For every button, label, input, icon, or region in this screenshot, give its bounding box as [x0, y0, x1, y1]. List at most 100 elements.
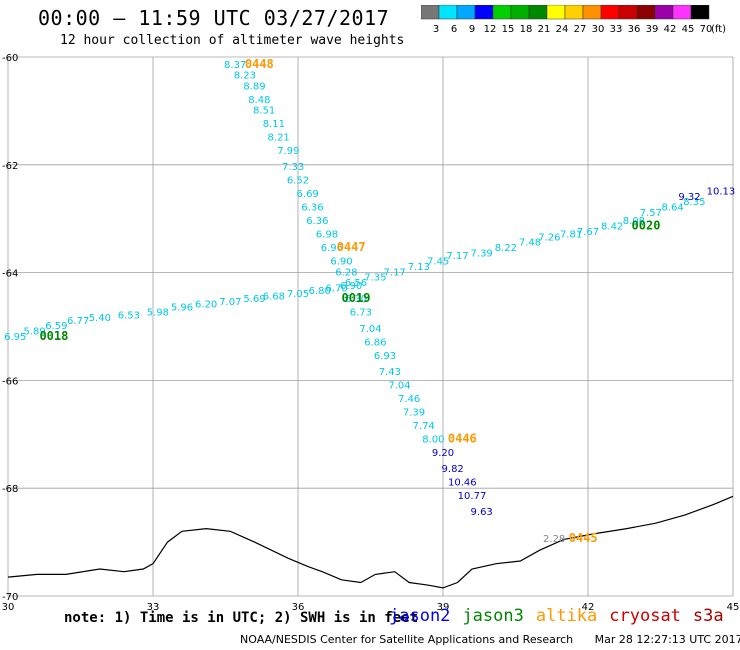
- legend-bin-label: 39: [646, 24, 659, 35]
- pass-time-label: 0019: [342, 291, 371, 305]
- swh-value: 7.33: [282, 162, 304, 173]
- swh-value: 6.68: [263, 292, 285, 303]
- y-tick-label: -70: [2, 592, 18, 603]
- swh-value: 7.45: [427, 257, 449, 268]
- swh-value: 5.96: [171, 302, 193, 313]
- swh-value: 9.20: [432, 448, 454, 459]
- swh-value: 6.53: [118, 310, 140, 321]
- chart-title: 00:00 – 11:59 UTC 03/27/2017: [38, 6, 390, 30]
- footer: NOAA/NESDIS Center for Satellite Applica…: [240, 633, 740, 646]
- swh-value: 6.77: [67, 316, 89, 327]
- swh-value: 6.73: [350, 308, 372, 319]
- x-tick-label: 45: [727, 602, 740, 613]
- swh-value: 10.77: [458, 491, 487, 502]
- swh-value: 7.43: [379, 367, 401, 378]
- legend-swatch: [690, 5, 710, 20]
- y-tick-label: -64: [2, 269, 18, 280]
- swh-value: 8.51: [253, 106, 275, 117]
- timestamp-text: Mar 28 12:27:13 UTC 2017: [594, 633, 740, 646]
- swh-value: 7.67: [577, 227, 599, 238]
- swh-value: 8.22: [495, 243, 517, 254]
- mission-cryosat: cryosat: [609, 606, 681, 626]
- swh-value: 7.99: [277, 146, 299, 157]
- swh-value: 8.23: [234, 71, 256, 82]
- swh-value: 7.05: [287, 289, 309, 300]
- swh-value: 10.46: [448, 478, 477, 489]
- y-tick-label: -60: [2, 53, 18, 64]
- swh-value: 6.52: [287, 176, 309, 187]
- swh-value: 7.39: [403, 407, 425, 418]
- swh-value: 9.63: [471, 507, 493, 518]
- swh-value: 6.36: [301, 203, 323, 214]
- swh-value: 7.74: [413, 421, 435, 432]
- legend-bin-label: 30: [592, 24, 605, 35]
- swh-value: 8.48: [248, 95, 270, 106]
- x-tick-label: 42: [582, 602, 595, 613]
- legend-bin-label: 70: [700, 24, 713, 35]
- mission-s3a: s3a: [692, 606, 724, 626]
- pass-time-label: 0446: [448, 431, 477, 445]
- swh-value: 8.08: [623, 216, 645, 227]
- legend-unit: (ft): [711, 24, 726, 35]
- swh-value: 7.39: [471, 248, 493, 259]
- swh-value: 6.96: [321, 243, 343, 254]
- swh-value: 2.28: [543, 534, 565, 545]
- swh-value: 7.48: [519, 238, 541, 249]
- swh-value: 7.17: [446, 251, 468, 262]
- y-tick-label: -68: [2, 484, 18, 495]
- swh-value: 7.57: [640, 208, 662, 219]
- swh-value: 8.11: [263, 119, 285, 130]
- swh-value: 8.35: [683, 197, 705, 208]
- swh-value: 7.46: [398, 394, 420, 405]
- swh-value: 7.04: [388, 380, 410, 391]
- y-tick-label: -62: [2, 161, 18, 172]
- swh-value: 6.36: [306, 216, 328, 227]
- swh-value: 8.21: [268, 133, 290, 144]
- units-note: note: 1) Time is in UTC; 2) SWH is in fe…: [64, 610, 419, 626]
- swh-value: 6.90: [340, 281, 362, 292]
- swh-value: 7.35: [364, 273, 386, 284]
- legend-bin-label: 6: [451, 24, 457, 35]
- swh-value: 6.69: [297, 189, 319, 200]
- legend-bin-label: 3: [433, 24, 439, 35]
- swh-value: 5.89: [23, 327, 45, 338]
- swh-value: 6.70: [326, 283, 348, 294]
- legend-bin-label: 45: [682, 24, 695, 35]
- swh-value: 6.80: [309, 286, 331, 297]
- swh-value: 6.56: [345, 278, 367, 289]
- swh-value: 7.13: [408, 262, 430, 273]
- legend-bin-label: 27: [574, 24, 587, 35]
- swh-value: 6.20: [195, 300, 217, 311]
- coastline: [7, 495, 734, 589]
- swh-value: 9.32: [678, 192, 700, 203]
- legend-bin-label: 24: [556, 24, 569, 35]
- swh-value: 6.95: [4, 332, 26, 343]
- swh-value: 5.40: [89, 313, 111, 324]
- pass-time-label: 0018: [39, 329, 68, 343]
- chart-subtitle: 12 hour collection of altimeter wave hei…: [60, 33, 405, 48]
- swh-value: 5.98: [147, 308, 169, 319]
- swh-value: 6.90: [330, 257, 352, 268]
- swh-value: 8.89: [243, 81, 265, 92]
- mission-jason3: jason3: [462, 606, 524, 626]
- swh-value: 6.30: [345, 294, 367, 305]
- pass-time-label: 0020: [632, 218, 661, 232]
- pass-time-label: 0447: [337, 240, 366, 254]
- swh-value: 8.64: [661, 203, 683, 214]
- swh-value: 6.59: [45, 321, 67, 332]
- swh-value: 6.86: [364, 337, 386, 348]
- pass-time-label: 0448: [245, 57, 274, 71]
- swh-value: 7.17: [384, 267, 406, 278]
- legend-bin-label: 36: [628, 24, 641, 35]
- swh-value: 6.28: [335, 267, 357, 278]
- legend-bin-label: 15: [502, 24, 515, 35]
- pass-time-label: 0445: [569, 531, 598, 545]
- swh-value: 7.04: [359, 324, 381, 335]
- mission-jason2: jason2: [389, 606, 451, 626]
- swh-value: 8.42: [601, 221, 623, 232]
- y-tick-label: -66: [2, 376, 18, 387]
- x-tick-label: 36: [292, 602, 305, 613]
- swh-value: 8.37: [224, 60, 246, 71]
- swh-value: 6.98: [316, 230, 338, 241]
